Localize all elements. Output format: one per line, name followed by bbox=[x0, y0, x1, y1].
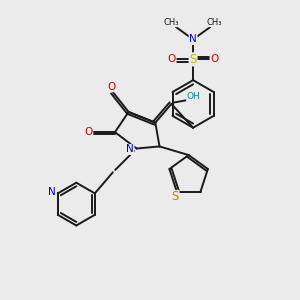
Text: N: N bbox=[48, 187, 56, 197]
Text: S: S bbox=[189, 53, 197, 66]
Text: N: N bbox=[189, 34, 197, 44]
Text: N: N bbox=[126, 144, 134, 154]
Text: O: O bbox=[210, 54, 219, 64]
Text: O: O bbox=[107, 82, 116, 92]
Text: S: S bbox=[172, 190, 179, 203]
Text: O: O bbox=[84, 127, 92, 137]
Text: OH: OH bbox=[187, 92, 201, 101]
Text: CH₃: CH₃ bbox=[164, 18, 179, 27]
Text: CH₃: CH₃ bbox=[207, 18, 222, 27]
Text: O: O bbox=[168, 54, 176, 64]
